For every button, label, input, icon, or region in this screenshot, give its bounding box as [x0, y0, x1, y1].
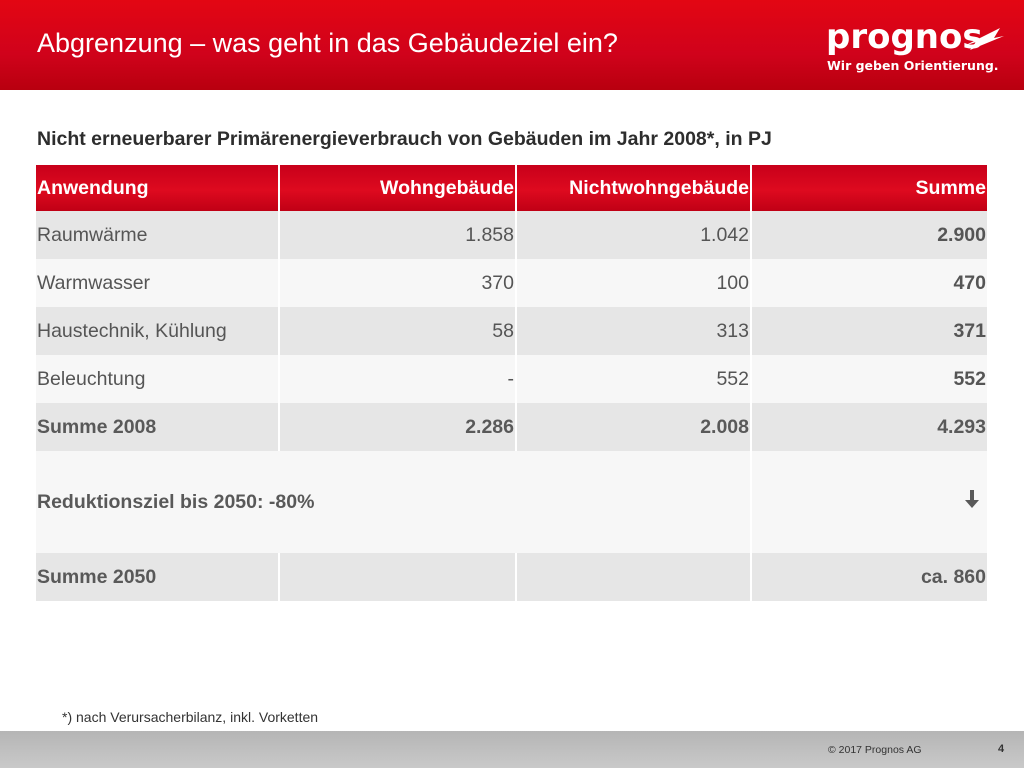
reduction-target-label: Reduktionsziel bis 2050: -80%	[36, 451, 751, 553]
total-2008-row: Summe 2008 2.286 2.008 4.293	[36, 403, 987, 451]
arrow-cell	[750, 451, 987, 553]
footer-bar	[0, 731, 1024, 768]
page-title: Abgrenzung – was geht in das Gebäudeziel…	[37, 28, 618, 58]
header-bar: Abgrenzung – was geht in das Gebäudeziel…	[0, 0, 1024, 90]
cell-summe: 371	[750, 307, 987, 355]
row-label: Raumwärme	[36, 211, 279, 259]
logo-word: prognos	[826, 17, 983, 57]
row-label: Haustechnik, Kühlung	[36, 307, 279, 355]
copyright-text: © 2017 Prognos AG	[828, 744, 922, 756]
logo-swoosh-icon	[964, 28, 1004, 50]
cell-nichtwohngebaeude: 2.008	[515, 403, 751, 451]
cell-nichtwohngebaeude: 100	[515, 259, 751, 307]
cell-nichtwohngebaeude: 552	[515, 355, 751, 403]
table-row: Raumwärme 1.858 1.042 2.900	[36, 211, 987, 259]
cell-wohngebaeude: 370	[278, 259, 516, 307]
table-row: Warmwasser 370 100 470	[36, 259, 987, 307]
arrow-down-icon	[965, 490, 979, 508]
column-header-summe: Summe	[750, 165, 987, 211]
logo-tagline: Wir geben Orientierung.	[827, 58, 999, 73]
prognos-logo: prognos Wir geben Orientierung.	[826, 18, 1006, 78]
column-header-nichtwohngebaeude: Nichtwohngebäude	[515, 165, 751, 211]
cell-wohngebaeude: 58	[278, 307, 516, 355]
cell-nichtwohngebaeude: 1.042	[515, 211, 751, 259]
cell-nichtwohngebaeude: 313	[515, 307, 751, 355]
cell-summe: 4.293	[750, 403, 987, 451]
total-2050-row: Summe 2050 ca. 860	[36, 553, 987, 601]
row-label: Beleuchtung	[36, 355, 279, 403]
row-label: Warmwasser	[36, 259, 279, 307]
cell-wohngebaeude: -	[278, 355, 516, 403]
table-subtitle: Nicht erneuerbarer Primärenergieverbrauc…	[37, 128, 772, 150]
cell-summe: ca. 860	[750, 553, 987, 601]
table-row: Haustechnik, Kühlung 58 313 371	[36, 307, 987, 355]
table-row: Beleuchtung - 552 552	[36, 355, 987, 403]
cell-summe: 552	[750, 355, 987, 403]
row-label: Summe 2008	[36, 403, 279, 451]
cell-wohngebaeude: 2.286	[278, 403, 516, 451]
footnote: *) nach Verursacherbilanz, inkl. Vorkett…	[62, 709, 319, 725]
cell-nichtwohngebaeude-empty	[515, 553, 751, 601]
column-header-anwendung: Anwendung	[36, 165, 279, 211]
column-header-wohngebaeude: Wohngebäude	[278, 165, 516, 211]
reduction-target-row: Reduktionsziel bis 2050: -80%	[36, 451, 987, 553]
row-label: Summe 2050	[36, 553, 279, 601]
page-number: 4	[998, 743, 1005, 755]
energy-table: Anwendung Wohngebäude Nichtwohngebäude S…	[36, 165, 987, 601]
table-header-row: Anwendung Wohngebäude Nichtwohngebäude S…	[36, 165, 987, 211]
cell-summe: 470	[750, 259, 987, 307]
cell-wohngebaeude: 1.858	[278, 211, 516, 259]
cell-wohngebaeude-empty	[278, 553, 516, 601]
cell-summe: 2.900	[750, 211, 987, 259]
